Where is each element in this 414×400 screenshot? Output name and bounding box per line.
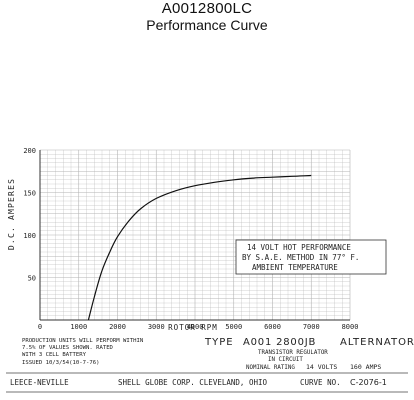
regulator-line-1: TRANSISTOR REGULATOR xyxy=(258,350,328,356)
alternator-label: ALTERNATOR xyxy=(340,337,414,348)
x-tick-labels: 0 1000 2000 3000 4000 5000 6000 7000 8000 xyxy=(38,323,359,331)
x-tick-label: 2000 xyxy=(109,323,126,331)
y-tick-label: 200 xyxy=(23,147,36,155)
annotation-line-1: 14 VOLT HOT PERFORMANCE xyxy=(247,243,351,252)
x-tick-label: 4000 xyxy=(187,323,204,331)
nominal-rating-label: NOMINAL RATING xyxy=(246,365,295,371)
production-note-line-1: PRODUCTION UNITS WILL PERFORM WITHIN xyxy=(22,338,143,344)
title-block: PRODUCTION UNITS WILL PERFORM WITHIN 7.5… xyxy=(6,337,414,393)
y-axis-label: D.C. AMPERES xyxy=(7,178,16,250)
x-axis-label: ROTOR RPM xyxy=(168,323,218,332)
production-note-line-2: 7.5% OF VALUES SHOWN. RATED xyxy=(22,345,114,351)
curve-number-label: CURVE NO. xyxy=(300,378,341,387)
x-tick-label: 5000 xyxy=(225,323,242,331)
production-note-line-3: WITH 3 CELL BATTERY xyxy=(22,352,87,358)
regulator-line-2: IN CIRCUIT xyxy=(268,357,303,363)
x-tick-label: 8000 xyxy=(342,323,359,331)
type-label: TYPE xyxy=(204,337,234,348)
performance-curve xyxy=(87,174,312,321)
annotation-line-2: BY S.A.E. METHOD IN 77° F. xyxy=(242,253,359,262)
annotation-box: 14 VOLT HOT PERFORMANCE BY S.A.E. METHOD… xyxy=(235,239,387,275)
x-tick-label: 7000 xyxy=(303,323,320,331)
maker-name: SHELL GLOBE CORP. CLEVELAND, OHIO xyxy=(118,378,267,387)
x-tick-label: 1000 xyxy=(70,323,87,331)
y-tick-label: 50 xyxy=(28,275,36,283)
y-tick-labels: 50 100 150 200 xyxy=(23,147,36,283)
curve-number: C-2076-1 xyxy=(350,378,387,387)
chart-axes xyxy=(39,150,350,321)
chart-subtitle: Performance Curve xyxy=(146,17,268,33)
rating-amps: 160 AMPS xyxy=(350,363,381,371)
x-tick-label: 0 xyxy=(38,323,42,331)
x-tick-label: 6000 xyxy=(264,323,281,331)
type-value: A001 2800JB xyxy=(243,337,316,348)
chart-title: A0012800LC xyxy=(161,0,253,17)
company-name: LEECE-NEVILLE xyxy=(10,378,69,387)
rating-volts: 14 VOLTS xyxy=(306,363,337,371)
y-tick-label: 100 xyxy=(23,232,36,240)
x-tick-label: 3000 xyxy=(148,323,165,331)
y-tick-label: 150 xyxy=(23,190,36,198)
issued-date: ISSUED 10/3/54(10-7-76) xyxy=(22,360,99,366)
annotation-line-3: AMBIENT TEMPERATURE xyxy=(252,263,338,272)
